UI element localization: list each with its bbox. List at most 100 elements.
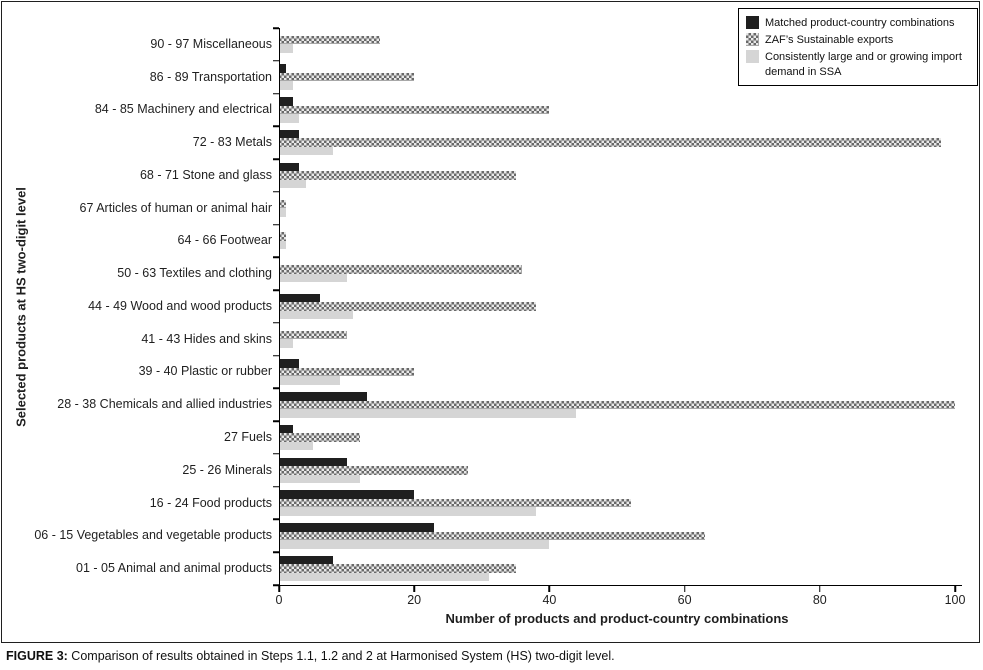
bar-import-demand-ssa	[279, 507, 536, 516]
bar-group	[279, 552, 955, 585]
bar-group	[279, 257, 955, 290]
chart-row: 90 - 97 Miscellaneous	[4, 28, 955, 61]
bar-group	[279, 225, 955, 258]
category-label: 68 - 71 Stone and glass	[139, 167, 272, 182]
y-axis-tick	[273, 256, 279, 259]
bar-matched	[279, 129, 300, 139]
x-axis-ticks	[278, 585, 956, 593]
caption-text: Comparison of results obtained in Steps …	[71, 649, 615, 663]
y-axis-tick	[273, 158, 279, 160]
x-axis-title: Number of products and product-country c…	[445, 611, 789, 626]
bar-import-demand-ssa	[279, 81, 293, 90]
legend-item: Consistently large and or growing import…	[746, 49, 971, 80]
chart-row: 86 - 89 Transportation	[4, 61, 955, 94]
x-axis-tick	[683, 585, 686, 592]
chart-row: 41 - 43 Hides and skins	[4, 323, 955, 356]
bar-zaf-sustainable-exports	[279, 138, 942, 147]
chart-row: 44 - 49 Wood and wood products	[4, 290, 955, 323]
y-axis-tick	[273, 92, 279, 95]
category-label: 41 - 43 Hides and skins	[141, 331, 272, 346]
bar-group	[279, 454, 955, 487]
bar-group	[279, 192, 955, 225]
chart-row: 39 - 40 Plastic or rubber	[4, 356, 955, 389]
y-axis-tick	[273, 125, 279, 128]
bar-zaf-sustainable-exports	[279, 105, 550, 115]
bar-group	[279, 61, 955, 94]
bar-group	[279, 159, 955, 192]
category-label: 01 - 05 Animal and animal products	[76, 561, 272, 576]
x-axis-tick-label: 100	[944, 593, 966, 607]
bar-zaf-sustainable-exports	[279, 564, 516, 573]
legend-label: Consistently large and or growing import…	[765, 50, 962, 78]
bar-zaf-sustainable-exports	[279, 466, 469, 475]
bar-import-demand-ssa	[279, 179, 307, 189]
y-axis-tick	[273, 223, 279, 226]
bar-matched	[279, 162, 300, 172]
chart-row: 68 - 71 Stone and glass	[4, 159, 955, 192]
category-label: 44 - 49 Wood and wood products	[88, 298, 272, 313]
bar-matched	[279, 293, 320, 303]
bar-zaf-sustainable-exports	[279, 433, 361, 442]
chart-row: 28 - 38 Chemicals and allied industries	[4, 388, 955, 421]
bar-import-demand-ssa	[279, 572, 489, 582]
category-label: 25 - 26 Minerals	[182, 462, 272, 477]
legend-item: ZAF’s Sustainable exports	[746, 32, 971, 48]
bar-import-demand-ssa	[279, 273, 347, 283]
figure-caption: FIGURE 3: Comparison of results obtained…	[6, 649, 615, 663]
x-axis-tick-label: 20	[407, 593, 422, 607]
category-label: 50 - 63 Textiles and clothing	[117, 266, 272, 281]
legend-label: Matched product-country combinations	[765, 17, 955, 29]
x-axis-tick	[819, 585, 821, 592]
category-label: 64 - 66 Footwear	[177, 233, 273, 248]
bar-import-demand-ssa	[279, 474, 361, 484]
bar-zaf-sustainable-exports	[279, 531, 705, 541]
y-axis-tick	[273, 289, 279, 291]
y-axis-tick	[273, 354, 279, 357]
bar-zaf-sustainable-exports	[279, 35, 381, 45]
y-axis-tick	[273, 322, 279, 324]
x-axis-tick	[548, 585, 551, 592]
bar-import-demand-ssa	[279, 409, 577, 418]
bar-group	[279, 290, 955, 323]
x-axis	[279, 585, 962, 586]
x-axis-tick-label: 40	[542, 593, 557, 607]
y-axis-tick	[273, 518, 279, 521]
bar-import-demand-ssa	[279, 441, 313, 451]
legend-item: Matched product-country combinations	[746, 16, 971, 31]
legend-swatch-import-demand-ssa	[746, 49, 759, 63]
category-label: 28 - 38 Chemicals and allied industries	[57, 397, 272, 412]
chart-border-frame	[1, 1, 980, 643]
bar-import-demand-ssa	[279, 146, 334, 156]
y-axis-tick	[273, 485, 279, 488]
bar-matched	[279, 97, 293, 106]
category-label: 27 Fuels	[224, 430, 272, 444]
y-axis-ticks	[273, 27, 279, 586]
category-label: 06 - 15 Vegetables and vegetable product…	[34, 528, 272, 543]
x-axis-tick-label: 60	[677, 593, 692, 607]
bar-group	[279, 126, 955, 159]
bar-zaf-sustainable-exports	[279, 171, 516, 180]
category-label: 67 Articles of human or animal hair	[79, 200, 272, 215]
y-axis-tick	[273, 27, 279, 29]
bar-import-demand-ssa	[279, 114, 300, 123]
y-axis	[279, 28, 280, 586]
y-axis-tick	[273, 551, 279, 553]
y-axis-tick	[273, 420, 279, 422]
legend-label: ZAF’s Sustainable exports	[765, 33, 894, 46]
bar-zaf-sustainable-exports	[279, 72, 415, 82]
y-axis-tick	[273, 584, 279, 586]
caption-label: FIGURE 3:	[6, 649, 68, 663]
x-axis-tick-label: 80	[812, 593, 827, 607]
bar-import-demand-ssa	[279, 339, 293, 348]
bar-zaf-sustainable-exports	[279, 498, 631, 508]
bar-matched	[279, 555, 334, 565]
y-axis-tick	[273, 387, 279, 390]
bar-matched	[279, 457, 347, 467]
x-axis-tick-labels: 0 20 40 60 80 100	[276, 593, 966, 607]
chart-row: 84 - 85 Machinery and electrical	[4, 94, 955, 127]
chart-row: 64 - 66 Footwear	[4, 225, 955, 258]
bar-zaf-sustainable-exports	[279, 400, 955, 410]
bar-matched	[279, 523, 435, 532]
bar-group	[279, 519, 955, 552]
x-axis-tick	[954, 585, 956, 592]
